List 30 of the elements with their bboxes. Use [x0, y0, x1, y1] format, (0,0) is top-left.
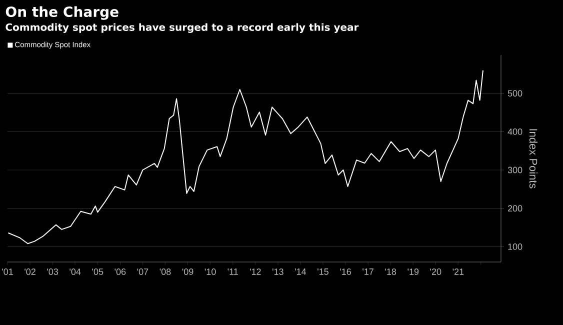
y-tick-label: 500 — [508, 90, 522, 97]
x-tick-label: '08 — [160, 268, 171, 275]
x-tick-label: '16 — [340, 268, 351, 275]
x-tick-label: '21 — [452, 268, 464, 275]
x-tick-label: '12 — [250, 268, 261, 275]
x-tick-label: '07 — [137, 268, 148, 275]
x-tick-label: '05 — [92, 268, 104, 275]
x-tick-label: '15 — [318, 268, 328, 275]
x-tick-label: '10 — [204, 268, 216, 275]
y-axis-title: Index Points — [529, 129, 538, 188]
x-tick-label: '20 — [430, 268, 442, 275]
x-tick-label: '11 — [228, 268, 238, 275]
y-tick-label: 100 — [508, 243, 522, 250]
y-tick-label: 400 — [508, 128, 522, 135]
x-tick-label: '13 — [272, 268, 284, 275]
line-series — [8, 70, 484, 244]
x-tick-label: '04 — [70, 268, 81, 275]
x-tick-label: '09 — [182, 268, 194, 275]
x-tick-label: '02 — [24, 268, 36, 275]
x-tick-label: '17 — [362, 268, 374, 275]
x-tick-label: '18 — [385, 268, 396, 275]
chart-title: On the Charge — [6, 6, 118, 20]
x-tick-label: '06 — [114, 268, 126, 275]
chart-subtitle: Commodity spot prices have surged to a record early this year — [6, 23, 359, 33]
x-tick-label: '19 — [408, 268, 419, 275]
x-tick-label: '14 — [295, 268, 306, 275]
x-tick-label: '01 — [2, 268, 13, 275]
y-tick-label: 200 — [508, 205, 522, 212]
y-tick-label: 300 — [508, 166, 522, 174]
x-tick-label: '03 — [47, 268, 58, 275]
